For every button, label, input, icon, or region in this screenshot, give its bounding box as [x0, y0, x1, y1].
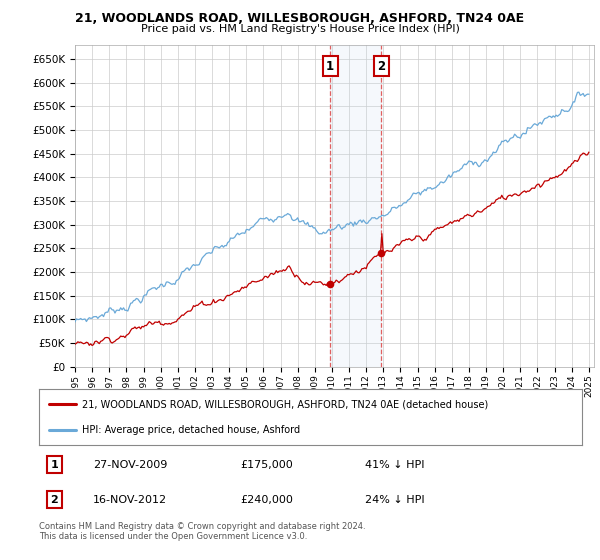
Text: 16-NOV-2012: 16-NOV-2012 — [94, 495, 167, 505]
Text: 24% ↓ HPI: 24% ↓ HPI — [365, 495, 424, 505]
Text: HPI: Average price, detached house, Ashford: HPI: Average price, detached house, Ashf… — [82, 425, 301, 435]
Text: 21, WOODLANDS ROAD, WILLESBOROUGH, ASHFORD, TN24 0AE: 21, WOODLANDS ROAD, WILLESBOROUGH, ASHFO… — [76, 12, 524, 25]
Text: 27-NOV-2009: 27-NOV-2009 — [94, 460, 167, 470]
Text: Contains HM Land Registry data © Crown copyright and database right 2024.
This d: Contains HM Land Registry data © Crown c… — [39, 522, 365, 542]
Text: Price paid vs. HM Land Registry's House Price Index (HPI): Price paid vs. HM Land Registry's House … — [140, 24, 460, 34]
Text: 21, WOODLANDS ROAD, WILLESBOROUGH, ASHFORD, TN24 0AE (detached house): 21, WOODLANDS ROAD, WILLESBOROUGH, ASHFO… — [82, 399, 488, 409]
Text: 2: 2 — [377, 59, 385, 73]
Text: £240,000: £240,000 — [240, 495, 293, 505]
Text: 1: 1 — [50, 460, 58, 470]
Text: 2: 2 — [50, 495, 58, 505]
Bar — [330, 45, 381, 367]
Text: 41% ↓ HPI: 41% ↓ HPI — [365, 460, 424, 470]
Text: 1: 1 — [326, 59, 334, 73]
Text: £175,000: £175,000 — [240, 460, 293, 470]
